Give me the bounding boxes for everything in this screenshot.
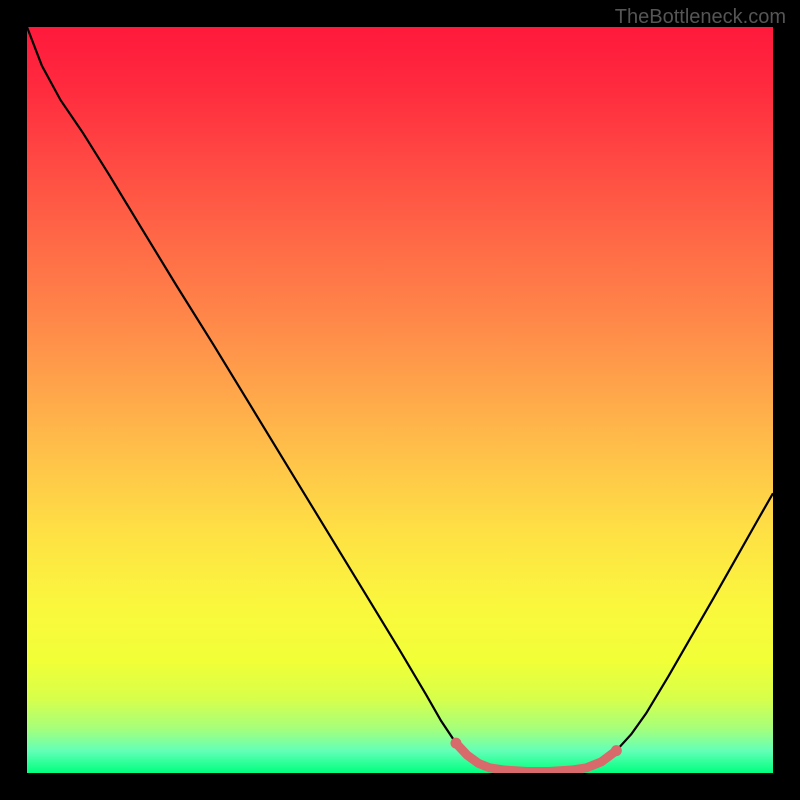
curve-svg bbox=[27, 27, 773, 773]
marker-end-dot bbox=[611, 745, 622, 756]
bottleneck-curve bbox=[27, 27, 773, 772]
marker-start-dot bbox=[450, 738, 461, 749]
chart-container: TheBottleneck.com bbox=[0, 0, 800, 800]
plot-area bbox=[27, 27, 773, 773]
optimal-segment bbox=[456, 743, 616, 771]
watermark-text: TheBottleneck.com bbox=[615, 6, 786, 29]
